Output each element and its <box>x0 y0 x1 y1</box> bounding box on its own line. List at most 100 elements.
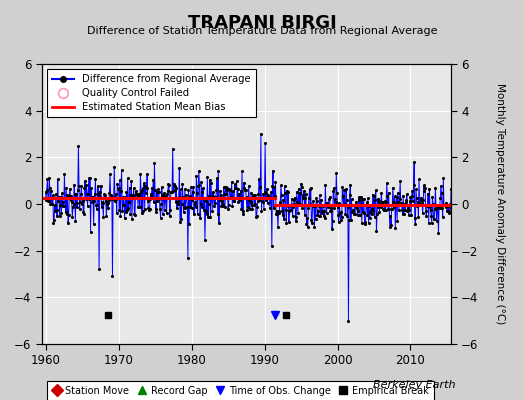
Point <box>401 207 409 213</box>
Point <box>186 204 194 210</box>
Point <box>125 199 133 206</box>
Point <box>340 202 348 208</box>
Point <box>174 201 182 208</box>
Point <box>254 198 262 204</box>
Point <box>338 184 346 191</box>
Point <box>193 211 202 218</box>
Point <box>253 213 261 220</box>
Point <box>385 189 393 196</box>
Point <box>356 201 365 207</box>
Point <box>60 203 68 209</box>
Point <box>53 176 62 182</box>
Point <box>335 200 344 206</box>
Point <box>206 213 215 220</box>
Point <box>383 180 391 186</box>
Point <box>155 189 163 195</box>
Point <box>105 197 113 204</box>
Point <box>341 211 350 218</box>
Point <box>389 198 398 205</box>
Point <box>325 194 334 200</box>
Point <box>160 206 169 213</box>
Point <box>228 188 237 194</box>
Point <box>302 191 310 197</box>
Point <box>301 195 310 201</box>
Point <box>366 215 374 221</box>
Point <box>190 199 199 206</box>
Point <box>257 208 266 214</box>
Point <box>77 191 85 197</box>
Point <box>285 208 293 215</box>
Point <box>387 222 395 228</box>
Point <box>88 194 96 200</box>
Point <box>269 205 278 211</box>
Point <box>77 182 85 189</box>
Point <box>149 176 157 183</box>
Point <box>374 204 383 210</box>
Point <box>419 197 428 204</box>
Point <box>127 178 136 184</box>
Point <box>243 206 251 213</box>
Point <box>393 218 401 224</box>
Point <box>447 230 456 236</box>
Point <box>236 194 244 200</box>
Point <box>64 212 73 218</box>
Point <box>239 180 248 186</box>
Point <box>371 196 379 203</box>
Point <box>114 185 122 192</box>
Point <box>283 188 291 194</box>
Point <box>73 187 82 194</box>
Point <box>282 220 291 226</box>
Point <box>280 216 288 222</box>
Point <box>128 216 136 222</box>
Point <box>188 205 196 212</box>
Point <box>292 188 301 195</box>
Point <box>319 213 328 219</box>
Point <box>42 197 50 203</box>
Point <box>143 171 151 177</box>
Point <box>119 194 128 200</box>
Point <box>447 186 455 192</box>
Point <box>446 201 454 207</box>
Point <box>228 202 236 209</box>
Point <box>433 204 441 211</box>
Point <box>157 201 165 207</box>
Point <box>385 206 394 213</box>
Point <box>351 211 359 217</box>
Point <box>390 193 399 200</box>
Point <box>357 194 365 200</box>
Point <box>215 197 224 203</box>
Point <box>74 142 83 149</box>
Point <box>168 188 176 195</box>
Point <box>225 185 234 192</box>
Point <box>272 211 281 217</box>
Point <box>49 192 57 198</box>
Point <box>290 201 298 207</box>
Point <box>297 180 305 187</box>
Point <box>45 175 53 181</box>
Point <box>122 208 130 215</box>
Point <box>241 185 249 191</box>
Point <box>86 228 95 235</box>
Point <box>143 184 151 191</box>
Point <box>54 198 62 204</box>
Point <box>311 203 319 209</box>
Point <box>436 182 445 189</box>
Point <box>250 201 259 208</box>
Point <box>163 188 172 194</box>
Point <box>49 220 58 226</box>
Point <box>355 194 363 200</box>
Point <box>337 213 346 220</box>
Point <box>150 198 158 205</box>
Point <box>420 182 428 189</box>
Point <box>405 212 413 219</box>
Point <box>188 196 196 203</box>
Point <box>275 208 283 214</box>
Point <box>363 199 371 206</box>
Point <box>234 199 243 205</box>
Point <box>121 194 129 200</box>
Point <box>332 170 341 176</box>
Point <box>132 188 140 195</box>
Point <box>374 196 382 202</box>
Point <box>287 207 296 213</box>
Point <box>349 208 357 214</box>
